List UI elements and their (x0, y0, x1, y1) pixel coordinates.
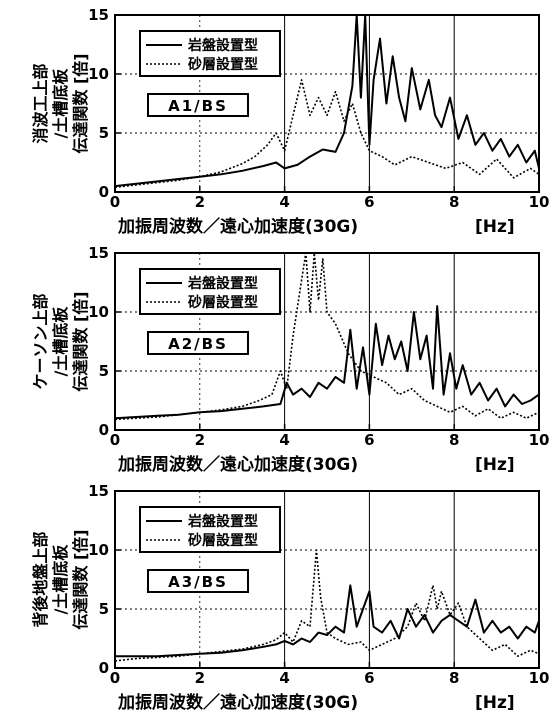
y-axis-label-line: /土槽底板 (51, 306, 70, 377)
legend-entry: 岩盤設置型 (187, 37, 258, 54)
chart-panel-3: 0 5 10 15 0 2 4 6 8 10 加振周波数／遠心加速度(30G) [Hz] 背後地盤上部 /… (31, 482, 549, 713)
x-axis-label: 加振周波数／遠心加速度(30G) (117, 454, 358, 475)
y-axis-label-line: 消波工上部 (31, 63, 50, 143)
x-tick-label: 4 (279, 431, 289, 449)
y-axis-label-line: 伝達関数 [倍] (71, 291, 90, 391)
x-tick-label: 2 (195, 669, 205, 687)
legend-entry: 岩盤設置型 (187, 275, 258, 292)
y-axis-label-line: 背後地盤上部 (31, 531, 50, 627)
x-tick-label: 0 (110, 431, 120, 449)
y-tick-label: 0 (99, 659, 109, 677)
series-line-rock (115, 584, 540, 658)
x-tick-label: 8 (449, 431, 459, 449)
x-tick-label: 10 (529, 193, 550, 211)
x-tick-label: 10 (529, 431, 550, 449)
y-tick-label: 0 (99, 183, 109, 201)
legend-box (139, 506, 281, 553)
y-axis-label-line: 伝達関数 [倍] (71, 53, 90, 153)
x-tick-label: 6 (364, 193, 374, 211)
x-tick-label: 6 (364, 431, 374, 449)
legend-entry: 砂層設置型 (187, 56, 258, 73)
series-line-sand (114, 79, 540, 189)
y-axis-label-line: /土槽底板 (51, 68, 70, 139)
legend-entry: 岩盤設置型 (187, 513, 258, 530)
x-tick-label: 6 (364, 669, 374, 687)
y-axis-label-line: 伝達関数 [倍] (71, 529, 90, 629)
x-axis-label: 加振周波数／遠心加速度(30G) (117, 692, 358, 713)
annotation-box (147, 331, 249, 355)
y-tick-label: 15 (88, 482, 109, 500)
plot-frame (114, 252, 540, 431)
plot-frame (114, 14, 540, 193)
y-tick-label: 5 (99, 600, 109, 618)
x-tick-label: 10 (529, 669, 550, 687)
y-tick-label: 10 (88, 65, 109, 83)
y-tick-label: 5 (99, 124, 109, 142)
x-axis-unit: [Hz] (475, 455, 515, 475)
y-axis-label-line: /土槽底板 (51, 544, 70, 615)
x-tick-label: 0 (110, 669, 120, 687)
x-tick-label: 4 (279, 193, 289, 211)
y-tick-label: 0 (99, 421, 109, 439)
annotation-label: A1/BS (168, 97, 228, 115)
series-line-rock (114, 14, 540, 188)
y-tick-label: 10 (88, 303, 109, 321)
annotation-label: A2/BS (168, 335, 228, 353)
annotation-label: A3/BS (168, 573, 228, 591)
x-tick-label: 0 (110, 193, 120, 211)
legend-entry: 砂層設置型 (187, 532, 258, 549)
series-line-rock (114, 305, 540, 420)
x-tick-label: 8 (449, 669, 459, 687)
series-line-sand (114, 252, 540, 421)
panel-annotation: A2/BS (147, 331, 249, 355)
y-tick-label: 10 (88, 541, 109, 559)
annotation-box (147, 93, 249, 117)
x-tick-label: 2 (195, 193, 205, 211)
y-tick-label: 15 (88, 244, 109, 262)
panel-annotation: A1/BS (147, 93, 249, 117)
legend-box (139, 268, 281, 315)
x-tick-label: 8 (449, 193, 459, 211)
x-axis-unit: [Hz] (475, 693, 515, 713)
x-axis-unit: [Hz] (475, 217, 515, 237)
y-tick-label: 15 (88, 6, 109, 24)
legend-box (139, 30, 281, 77)
annotation-box (147, 569, 249, 593)
plot-frame (114, 490, 540, 669)
panel-annotation: A3/BS (147, 569, 249, 593)
y-tick-label: 5 (99, 362, 109, 380)
x-tick-label: 2 (195, 431, 205, 449)
legend-entry: 砂層設置型 (187, 294, 258, 311)
y-axis-label-line: ケーソン上部 (31, 293, 50, 389)
chart-panel-1: 0 5 10 15 0 2 4 6 8 10 加振周波数／遠心加速度(30G) [Hz] 消波工上部/土… (31, 6, 549, 237)
x-tick-label: 4 (279, 669, 289, 687)
chart-panel-2: 0 5 10 15 0 2 4 6 8 10 加振周波数／遠心加速度(30G) [Hz] ケーソン上部 /… (31, 244, 549, 475)
x-axis-label: 加振周波数／遠心加速度(30G) (117, 216, 358, 237)
series-line-sand (114, 549, 540, 662)
